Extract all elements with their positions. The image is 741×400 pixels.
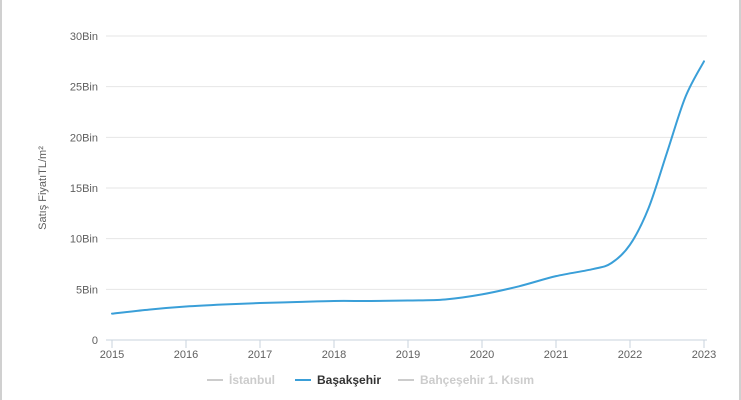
x-tick-label: 2021 [544,349,568,361]
legend-label: Başakşehir [317,373,381,387]
series-lines [111,60,705,315]
x-tick-label: 2023 [692,349,716,361]
y-tick-labels: 0 5Bin 10Bin 15Bin 20Bin 25Bin 30Bin [70,31,98,347]
x-axis: 2015 2016 2017 2018 2019 2020 2021 2022 2023 [100,340,716,361]
y-tick-label: 15Bin [70,183,98,195]
x-tick-label: 2022 [618,349,642,361]
x-tick-label: 2020 [470,349,494,361]
x-tick-label: 2015 [100,349,124,361]
x-tick-label: 2017 [248,349,272,361]
y-tick-label: 30Bin [70,31,98,43]
legend-label: Bahçeşehir 1. Kısım [420,373,534,387]
legend-item[interactable]: Başakşehir [295,373,381,387]
x-tick-label: 2019 [396,349,420,361]
y-tick-label: 5Bin [76,284,98,296]
y-tick-label: 20Bin [70,132,98,144]
y-tick-label: 10Bin [70,234,98,246]
y-tick-label: 25Bin [70,82,98,94]
x-tick-label: 2016 [174,349,198,361]
legend-label: İstanbul [229,372,275,387]
series-line-ba-ak-ehir [111,60,705,315]
grid-lines [106,35,707,341]
legend-item[interactable]: Bahçeşehir 1. Kısım [398,373,534,387]
y-tick-label: 0 [92,335,98,347]
legend-item[interactable]: İstanbul [207,372,275,387]
x-tick-label: 2018 [322,349,346,361]
y-axis-label: Satış FiyatıTL/m² [37,146,49,230]
legend: İstanbul Başakşehir Bahçeşehir 1. Kısım [207,372,534,387]
